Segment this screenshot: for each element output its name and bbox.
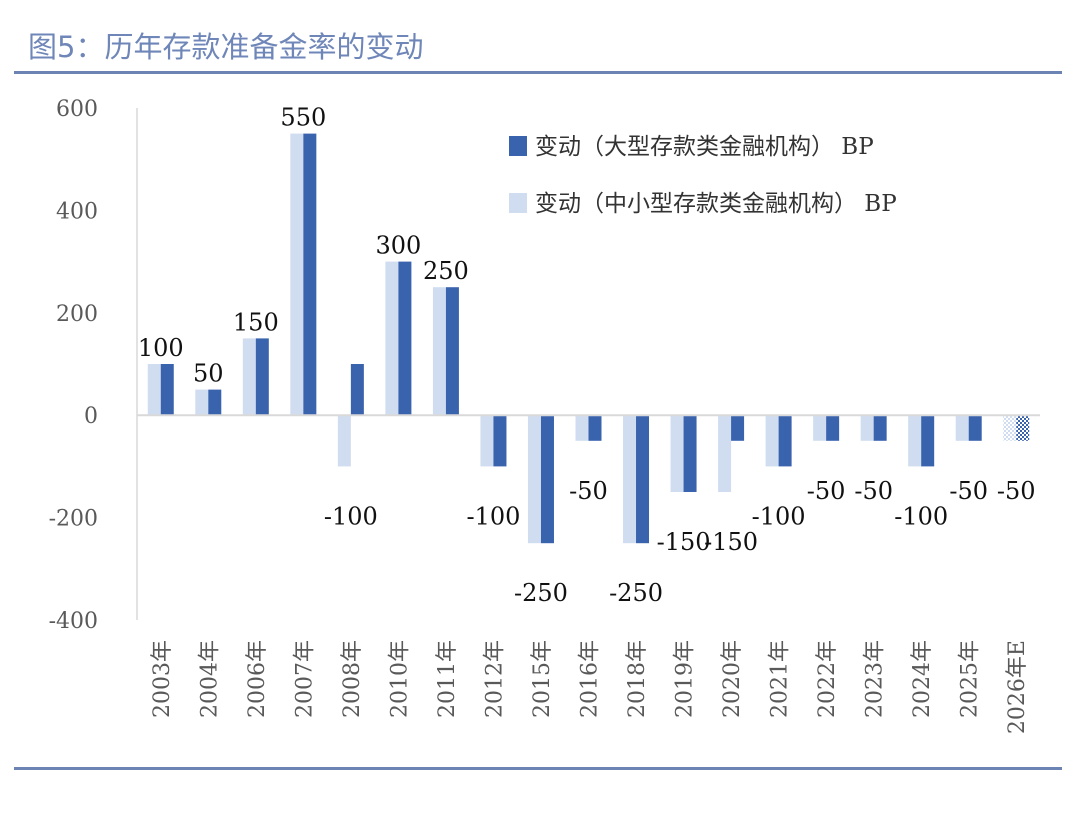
data-label: -50 [854,477,893,505]
bar-small-medium [623,415,637,544]
bar-large [873,415,887,441]
data-label: 550 [280,104,326,132]
bar-small-medium [908,415,922,467]
data-label: -250 [609,579,663,607]
bar-large [160,364,174,416]
x-tick-label: 2010年 [387,640,412,718]
x-tick-label: 2003年 [150,640,175,718]
bar-large [208,389,222,416]
data-label: 50 [193,360,224,388]
legend-label: 变动（中小型存款类金融机构） BP [535,191,897,217]
data-label: -50 [569,477,608,505]
y-tick-label: -200 [49,507,98,532]
bar-small-medium [147,364,161,416]
data-label: -250 [514,579,568,607]
bar-small-medium [527,415,541,544]
bar-small-medium [480,415,494,467]
x-tick-label: 2007年 [292,640,317,718]
bar-large [636,415,650,544]
bar-small-medium [955,415,969,441]
legend-label: 变动（大型存款类金融机构） BP [535,134,874,160]
bar-small-medium [337,415,351,467]
data-label: -100 [466,502,520,530]
data-label: 100 [138,334,184,362]
data-label: 150 [233,308,279,336]
x-tick-label: 2018年 [625,640,650,718]
data-label: 250 [423,257,469,285]
bar-small-medium [432,287,446,416]
y-tick-label: 200 [56,302,98,327]
bar-large [778,415,792,467]
data-label: -50 [949,477,988,505]
x-tick-label: 2024年 [910,640,935,718]
bar-large [683,415,697,492]
bar-small-medium [670,415,684,492]
data-label: -50 [997,477,1036,505]
x-tick-label: 2023年 [863,640,888,718]
chart-title: 图5：历年存款准备金率的变动 [28,30,424,64]
data-label: -100 [752,502,806,530]
bar-large [921,415,935,467]
legend-swatch [509,193,527,213]
x-tick-label: 2012年 [482,640,507,718]
bar-small-medium [575,415,589,441]
bar-small-medium [290,133,304,416]
y-tick-label: 0 [84,404,98,429]
bar-small-medium [1003,415,1017,441]
bar-small-medium [718,415,732,492]
x-tick-label: 2025年 [958,640,983,718]
bar-large [445,287,459,416]
y-tick-label: -400 [49,609,98,634]
data-label: -150 [657,528,711,556]
bar-small-medium [765,415,779,467]
x-tick-label: 2006年 [245,640,270,718]
bar-large [588,415,602,441]
bar-large [398,261,412,416]
title-rule [14,71,1062,74]
data-label: 300 [375,232,421,260]
data-label: -100 [894,502,948,530]
x-tick-label: 2015年 [530,640,555,718]
bar-large [493,415,507,467]
bar-small-medium [860,415,874,441]
data-label: -100 [324,502,378,530]
y-tick-label: 400 [56,199,98,224]
y-tick-label: 600 [56,97,98,122]
bar-small-medium [195,389,209,416]
bar-large [1016,415,1030,441]
x-tick-label: 2004年 [197,640,222,718]
x-tick-label: 2008年 [340,640,365,718]
x-tick-label: 2026年E [1005,640,1030,734]
x-tick-label: 2016年 [578,640,603,718]
bar-large [303,133,317,416]
x-tick-label: 2019年 [673,640,698,718]
bottom-rule [14,767,1062,770]
x-tick-label: 2022年 [815,640,840,718]
legend-swatch [509,136,527,156]
bar-large [255,338,269,416]
bar-large [826,415,840,441]
bar-large [731,415,745,441]
bar-large [968,415,982,441]
bar-small-medium [385,261,399,416]
x-tick-label: 2021年 [768,640,793,718]
bar-small-medium [813,415,827,441]
bar-small-medium [242,338,256,416]
x-tick-label: 2011年 [435,640,460,718]
bar-large [540,415,554,544]
data-label: -50 [807,477,846,505]
x-tick-label: 2020年 [720,640,745,718]
data-label: -150 [704,528,758,556]
bar-large [350,364,364,416]
